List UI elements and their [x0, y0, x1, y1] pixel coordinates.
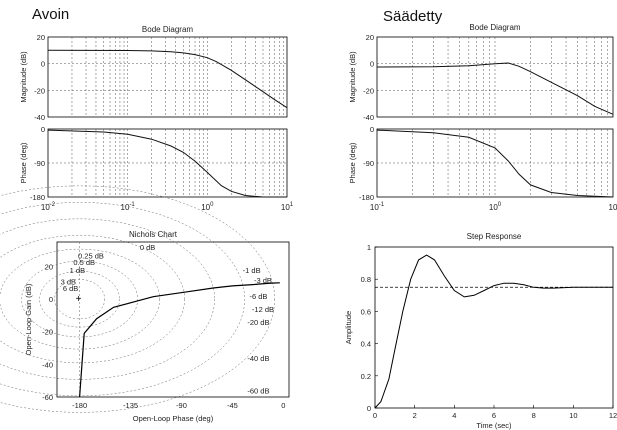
bode_open-phase-ytick: -90	[34, 159, 45, 168]
step-title: Step Response	[467, 232, 522, 241]
bode_open-xtick: 100	[201, 202, 214, 212]
nichols-grid-contour	[21, 260, 138, 338]
bode_open-xtick: 101	[281, 202, 294, 212]
bode_closed-magnitude-ylabel: Magnitude (dB)	[348, 51, 357, 103]
bode_closed-phase-ytick: -180	[359, 193, 374, 202]
step-ytick: 0.4	[361, 340, 371, 349]
nichols-ytick: -60	[42, 393, 53, 402]
step-ytick: 0.6	[361, 307, 371, 316]
nichols-grid-label: -6 dB	[249, 292, 267, 301]
nichols-ytick: -20	[42, 328, 53, 337]
bode_closed-phase-ylabel: Phase (deg)	[348, 142, 357, 183]
bode_open-xtick: 10-2	[41, 202, 56, 212]
bode_open-magnitude-series-line	[47, 49, 288, 109]
nichols-grid-label: -3 dB	[254, 276, 272, 285]
nichols-frame	[56, 241, 290, 398]
bode_open-magnitude-ytick: -20	[34, 86, 45, 95]
step-xtick: 0	[373, 411, 377, 420]
step-xtick: 2	[413, 411, 417, 420]
bode_closed-phase-series-line	[376, 129, 614, 198]
nichols-xtick: 0	[281, 401, 285, 410]
nichols-grid-label: -20 dB	[247, 318, 269, 327]
nichols-grid-label: 1 dB	[70, 266, 85, 275]
bode_open-title: Bode Diagram	[142, 25, 193, 34]
bode_open-phase-ytick: -180	[30, 193, 45, 202]
bode_closed-magnitude-ytick: -20	[363, 86, 374, 95]
bode_closed-xtick: 10-1	[370, 202, 385, 212]
step-series-line	[374, 254, 613, 409]
nichols-xlabel: Open-Loop Phase (deg)	[133, 414, 214, 423]
bode_open-magnitude-ylabel: Magnitude (dB)	[19, 51, 28, 103]
bode_closed-title: Bode Diagram	[469, 23, 520, 32]
step-xtick: 6	[492, 411, 496, 420]
nichols-title: Nichols Chart	[129, 230, 178, 239]
nichols-grid-contour	[0, 235, 185, 364]
nichols-series-line	[79, 282, 280, 398]
bode_open-phase-ytick: 0	[41, 125, 45, 134]
nichols-ylabel: Open-Loop Gain (dB)	[24, 283, 33, 355]
bode_closed-magnitude-series-line	[376, 62, 614, 115]
step-xtick: 12	[609, 411, 617, 420]
bode_closed-magnitude-ytick: 0	[370, 60, 374, 69]
nichols-grid-label: 3 dB	[61, 277, 76, 286]
bode_open-xtick: 10-1	[121, 202, 136, 212]
step-frame	[374, 246, 614, 409]
nichols-grid-label: 0.5 dB	[73, 258, 95, 267]
step-xlabel: Time (sec)	[476, 421, 512, 430]
step-xtick: 10	[569, 411, 577, 420]
nichols-grid-label: 0.25 dB	[78, 251, 104, 260]
nichols-ytick: 0	[49, 295, 53, 304]
bode_open-magnitude-frame	[47, 36, 288, 118]
bode_closed-xtick: 10	[609, 203, 617, 212]
step-xtick: 4	[452, 411, 456, 420]
nichols-xtick: -135	[123, 401, 138, 410]
bode_closed-magnitude-ytick: 20	[366, 33, 374, 42]
bode_closed-xtick: 100	[489, 202, 502, 212]
step-ytick: 0.2	[361, 372, 371, 381]
nichols-grid-label: -60 dB	[247, 387, 269, 396]
bode_open-phase-series-line	[47, 129, 287, 198]
bode_open-magnitude-ytick: -40	[34, 113, 45, 122]
nichols-grid-contour	[0, 218, 215, 380]
step-xtick: 8	[532, 411, 536, 420]
bode_open-phase-frame	[47, 128, 288, 198]
nichols-critical-point: +	[76, 294, 82, 305]
nichols-xtick: -45	[227, 401, 238, 410]
bode_closed-phase-ytick: -90	[363, 159, 374, 168]
step-ylabel: Amplitude	[344, 311, 353, 344]
bode_closed-magnitude-ytick: -40	[363, 113, 374, 122]
nichols-ytick: -40	[42, 360, 53, 369]
nichols-xtick: -180	[72, 401, 87, 410]
nichols-grid-label: 6 dB	[63, 284, 78, 293]
step-ytick: 1	[367, 243, 371, 252]
step-ytick: 0.8	[361, 275, 371, 284]
bode_open-magnitude-ytick: 20	[37, 33, 45, 42]
nichols-xtick: -90	[176, 401, 187, 410]
nichols-grid-contour	[0, 185, 275, 413]
bode_open-magnitude-ytick: 0	[41, 60, 45, 69]
label-saadetty: Säädetty	[383, 8, 443, 25]
nichols-grid-label: -40 dB	[247, 354, 269, 363]
bode_closed-phase-ytick: 0	[370, 125, 374, 134]
nichols-grid-label: 0 dB	[140, 243, 155, 252]
step-ytick: 0	[367, 404, 371, 413]
nichols-grid-contour	[0, 248, 160, 350]
nichols-ytick: 20	[45, 262, 53, 271]
bode_open-phase-ylabel: Phase (deg)	[19, 142, 28, 183]
nichols-grid-contour	[0, 202, 245, 397]
nichols-grid-label: -1 dB	[243, 266, 261, 275]
nichols-grid-label: -12 dB	[252, 305, 274, 314]
label-avoin: Avoin	[32, 6, 70, 23]
